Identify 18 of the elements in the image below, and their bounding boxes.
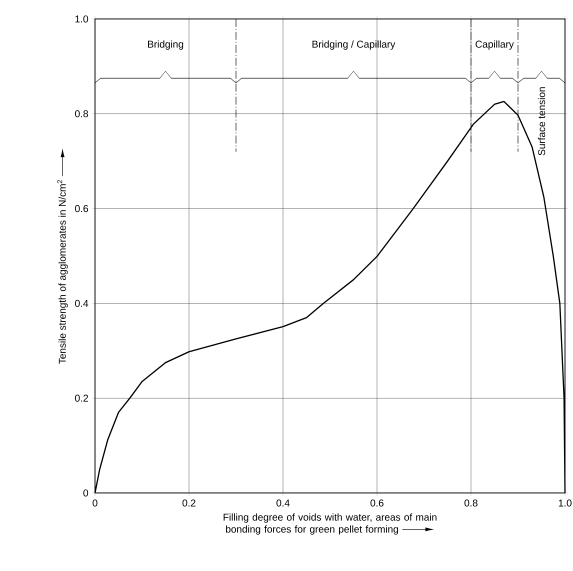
- x-tick-label: 1.0: [558, 500, 572, 507]
- x-tick-label: 0.2: [182, 500, 196, 507]
- x-tick-label: 0.4: [276, 500, 290, 507]
- y-tick-label: 0.8: [75, 110, 88, 118]
- x-tick-label: 0: [92, 500, 98, 507]
- annotation: Capillary: [476, 40, 514, 50]
- y-tick-label: 0.4: [75, 300, 88, 307]
- y-tick-label: 0.6: [75, 205, 88, 212]
- annotation: Bridging / Capillary: [312, 40, 396, 50]
- y-tick-label: 0.2: [75, 394, 88, 402]
- x-axis-title: Filling degree of voids with water, areas of main bonding forces for green pellet forming: [224, 513, 436, 535]
- annotation: Surface tension: [538, 87, 546, 156]
- y-axis-title: Tensile strength of agglomerates in N/cm$^{2}$: [57, 180, 68, 364]
- annotation: Bridging: [148, 40, 184, 50]
- y-tick-label: 1.0: [75, 15, 88, 23]
- x-tick-label: 0.6: [370, 500, 384, 507]
- y-tick-label: 0: [83, 489, 88, 497]
- x-tick-label: 0.8: [464, 500, 478, 507]
